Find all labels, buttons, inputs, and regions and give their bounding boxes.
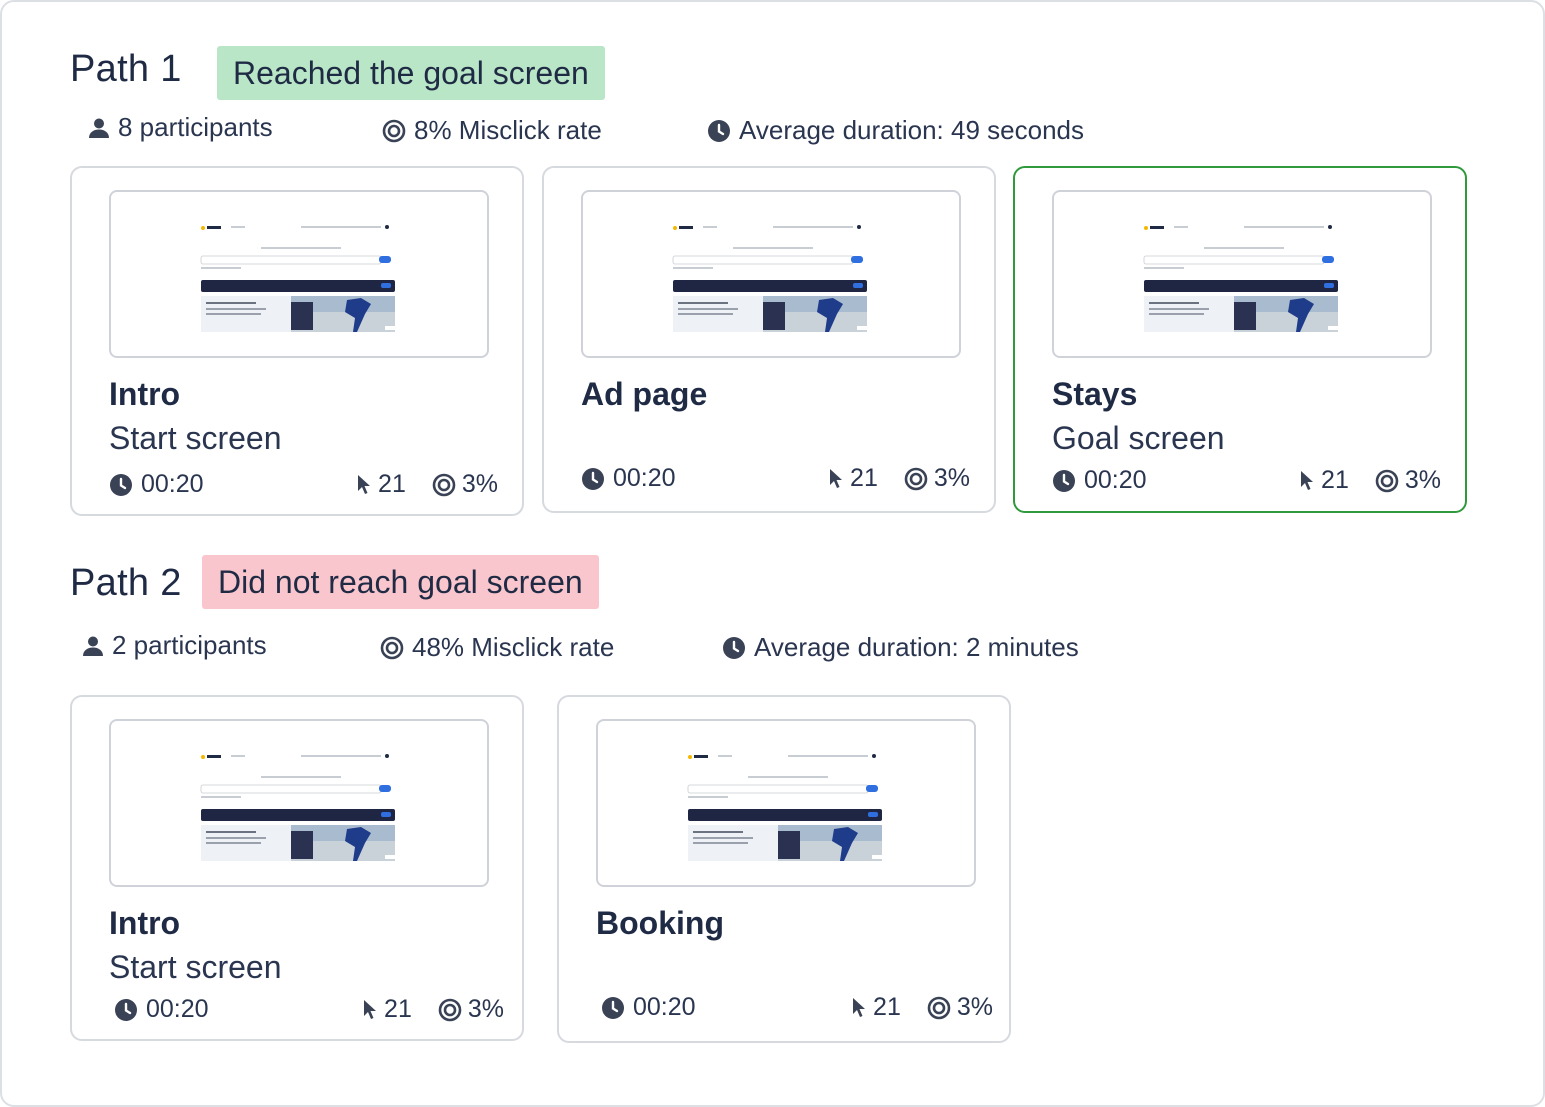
screen-metrics: 21 3% — [851, 993, 993, 1022]
clock-icon — [110, 473, 132, 496]
clock-icon — [582, 467, 604, 490]
screen-role: Goal screen — [1052, 420, 1225, 456]
screen-card-intro[interactable]: Intro Start screen 00:20 21 3% — [70, 166, 524, 516]
screen-thumbnail — [1052, 190, 1432, 358]
clock-icon — [602, 996, 624, 1019]
screen-role: Start screen — [109, 949, 282, 985]
target-icon — [382, 119, 406, 142]
cursor-icon — [1301, 470, 1314, 490]
screen-role: Start screen — [109, 420, 282, 456]
path-1-duration: Average duration: 49 seconds — [707, 115, 1084, 146]
path-2-participants: 2 participants — [82, 630, 267, 661]
misclick-label: 48% Misclick rate — [412, 632, 615, 662]
duration-label: Average duration: 2 minutes — [754, 632, 1079, 662]
participants-label: 2 participants — [112, 630, 267, 660]
screen-name: Booking — [596, 905, 724, 941]
path-1-status-badge: Reached the goal screen — [217, 46, 605, 100]
clicks-value: 21 — [873, 993, 901, 1021]
screen-preview-image — [200, 225, 395, 332]
screen-thumbnail — [596, 719, 976, 887]
screen-thumbnail — [109, 190, 489, 358]
screen-preview-image — [200, 754, 395, 861]
clock-icon — [115, 998, 137, 1021]
screen-preview-image — [687, 754, 882, 861]
misclick-value: 3% — [1404, 466, 1441, 494]
misclick-label: 8% Misclick rate — [414, 115, 602, 145]
screen-thumbnail — [109, 719, 489, 887]
screen-time: 00:20 — [581, 464, 676, 493]
screen-card-stays[interactable]: Stays Goal screen 00:20 21 3% — [1013, 166, 1467, 513]
screen-time: 00:20 — [1052, 466, 1147, 495]
screen-name: Intro — [109, 905, 181, 941]
clock-icon — [723, 636, 745, 659]
target-icon — [1375, 469, 1399, 492]
target-icon — [432, 473, 456, 496]
screen-thumbnail — [581, 190, 961, 358]
cursor-icon — [358, 474, 371, 494]
screen-name: Intro — [109, 376, 181, 412]
duration-label: Average duration: 49 seconds — [739, 115, 1084, 145]
screen-name: Stays — [1052, 376, 1138, 412]
person-icon — [89, 118, 109, 138]
clicks-value: 21 — [850, 464, 878, 492]
participants-label: 8 participants — [118, 112, 273, 142]
path-1-misclick: 8% Misclick rate — [382, 115, 602, 146]
misclick-value: 3% — [956, 993, 993, 1021]
person-icon — [83, 636, 103, 656]
screen-card-intro[interactable]: Intro Start screen 00:20 21 3% — [70, 695, 524, 1041]
misclick-value: 3% — [461, 470, 498, 498]
screen-time: 00:20 — [109, 470, 204, 499]
time-value: 00:20 — [1084, 466, 1147, 494]
cursor-icon — [853, 997, 866, 1017]
clicks-value: 21 — [378, 470, 406, 498]
target-icon — [380, 636, 404, 659]
screen-metrics: 21 3% — [362, 995, 504, 1024]
screen-metrics: 21 3% — [828, 464, 970, 493]
time-value: 00:20 — [633, 993, 696, 1021]
screen-preview-image — [1143, 225, 1338, 332]
target-icon — [904, 467, 928, 490]
path-1-participants: 8 participants — [88, 112, 273, 143]
target-icon — [927, 996, 951, 1019]
path-2-status-badge: Did not reach goal screen — [202, 555, 599, 609]
screen-preview-image — [672, 225, 867, 332]
screen-time: 00:20 — [114, 995, 209, 1024]
target-icon — [438, 998, 462, 1021]
path-2-duration: Average duration: 2 minutes — [722, 632, 1079, 663]
screen-card-booking[interactable]: Booking 00:20 21 3% — [557, 695, 1011, 1043]
cursor-icon — [364, 999, 377, 1019]
screen-metrics: 21 3% — [356, 470, 498, 499]
path-2-title: Path 2 — [70, 562, 182, 604]
cursor-icon — [830, 468, 843, 488]
clicks-value: 21 — [1321, 466, 1349, 494]
time-value: 00:20 — [141, 470, 204, 498]
clock-icon — [1053, 469, 1075, 492]
screen-time: 00:20 — [601, 993, 696, 1022]
screen-metrics: 21 3% — [1299, 466, 1441, 495]
screen-name: Ad page — [581, 376, 708, 412]
misclick-value: 3% — [467, 995, 504, 1023]
path-2-misclick: 48% Misclick rate — [380, 632, 614, 663]
clock-icon — [708, 119, 730, 142]
path-1-title: Path 1 — [70, 48, 182, 90]
time-value: 00:20 — [613, 464, 676, 492]
time-value: 00:20 — [146, 995, 209, 1023]
misclick-value: 3% — [933, 464, 970, 492]
clicks-value: 21 — [384, 995, 412, 1023]
screen-card-ad-page[interactable]: Ad page 00:20 21 3% — [542, 166, 996, 513]
